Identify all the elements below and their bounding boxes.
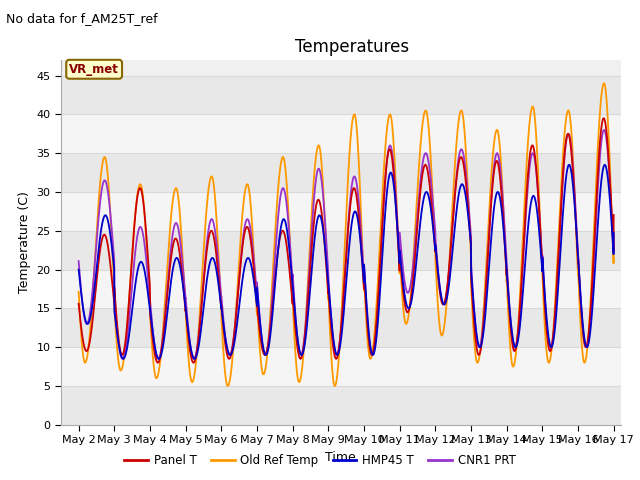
Bar bbox=[61, 386, 621, 425]
Y-axis label: Temperature (C): Temperature (C) bbox=[18, 192, 31, 293]
Bar bbox=[61, 192, 621, 231]
Title: Temperatures: Temperatures bbox=[295, 37, 409, 56]
Bar bbox=[61, 270, 621, 308]
Bar bbox=[61, 75, 621, 114]
Bar bbox=[61, 347, 621, 386]
Legend: Panel T, Old Ref Temp, HMP45 T, CNR1 PRT: Panel T, Old Ref Temp, HMP45 T, CNR1 PRT bbox=[120, 449, 520, 472]
Bar bbox=[61, 308, 621, 347]
Bar bbox=[61, 231, 621, 270]
Bar bbox=[61, 153, 621, 192]
Bar bbox=[61, 114, 621, 153]
X-axis label: Time: Time bbox=[325, 451, 356, 464]
Text: VR_met: VR_met bbox=[69, 63, 119, 76]
Text: No data for f_AM25T_ref: No data for f_AM25T_ref bbox=[6, 12, 158, 25]
